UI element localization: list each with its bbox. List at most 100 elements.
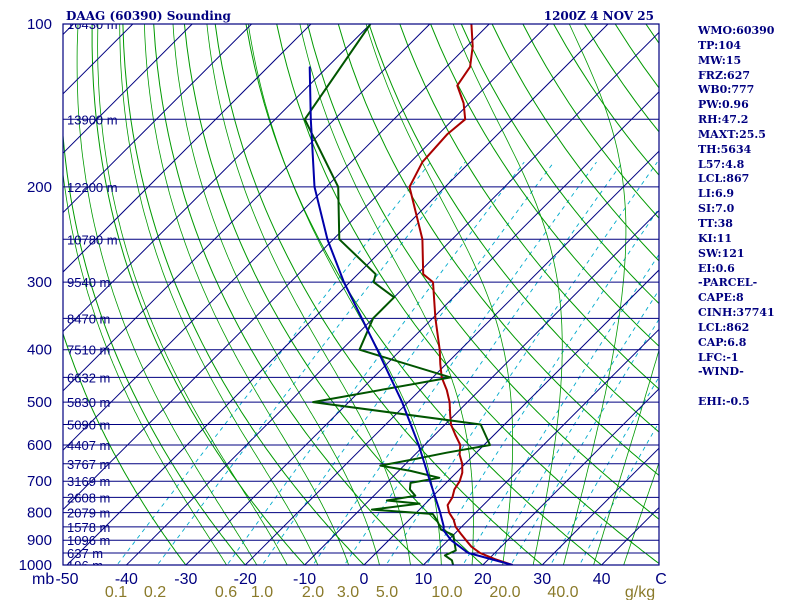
- isotherm-line: [63, 24, 490, 451]
- moist-adiabat-line: [97, 24, 288, 565]
- index-item: -PARCEL-: [698, 276, 758, 290]
- mixing-ratio-tick-label: 5.0: [376, 584, 398, 600]
- mixing-ratio-tick-label: 0.2: [144, 584, 166, 600]
- dewpoint-point: [446, 452, 448, 454]
- dewpoint-point: [386, 499, 388, 502]
- parcel-point: [429, 480, 431, 482]
- temperature-tick-label: 30: [533, 571, 551, 588]
- isotherm-line: [66, 24, 609, 565]
- parcel-point: [401, 401, 403, 403]
- height-label: 6632 m: [67, 370, 110, 385]
- dewpoint-point: [480, 423, 482, 426]
- temperature-point: [422, 273, 424, 275]
- height-label: 2079 m: [67, 506, 110, 521]
- dry-adiabat-line: [368, 24, 659, 433]
- mixing-ratio-tick-label: 0.6: [215, 584, 237, 600]
- dewpoint-point: [489, 444, 491, 446]
- parcel-point: [443, 526, 445, 528]
- dry-adiabat-line: [307, 24, 659, 520]
- pressure-unit-label: mb: [32, 571, 54, 588]
- height-label: 5830 m: [67, 395, 110, 410]
- mixing-ratio-line: [489, 289, 659, 565]
- temperature-tick-label: 40: [593, 571, 611, 588]
- height-label: 3767 m: [67, 457, 110, 472]
- dry-adiabat-line: [214, 24, 543, 565]
- dewpoint-point: [358, 349, 361, 351]
- index-item: EI:0.6: [698, 261, 735, 275]
- mixing-ratio-line: [226, 161, 525, 565]
- isotherm-line: [541, 447, 659, 565]
- dewpoint-point: [409, 488, 411, 490]
- temperature-point: [460, 533, 462, 535]
- moist-adiabat-line: [119, 24, 319, 565]
- mixing-ratio-tick-label: 3.0: [337, 584, 359, 600]
- temperature-tick-label: -20: [234, 571, 257, 588]
- height-label: 637 m: [67, 546, 103, 561]
- index-item: MW:15: [698, 53, 742, 67]
- height-label: 2608 m: [67, 490, 110, 505]
- height-label: 1578 m: [67, 520, 110, 535]
- mixing-ratio-line: [385, 161, 658, 565]
- isotherm-line: [126, 31, 659, 565]
- parcel-point: [309, 66, 311, 68]
- dewpoint-point: [453, 539, 455, 541]
- height-label: 3169 m: [67, 474, 110, 489]
- dewpoint-point: [414, 495, 416, 497]
- dewpoint-point: [455, 549, 457, 552]
- dry-adiabat-line: [491, 24, 659, 262]
- isotherm-line: [63, 24, 549, 511]
- temperature-point: [451, 496, 453, 498]
- index-item: FRZ:627: [698, 68, 751, 82]
- isotherm-line: [63, 24, 312, 273]
- temperature-point: [454, 434, 456, 436]
- isotherm-line: [0, 24, 14, 565]
- isotherm-line: [63, 24, 371, 333]
- profile-series: [303, 24, 514, 565]
- height-label: 1096 m: [67, 533, 110, 548]
- chart-title: DAAG (60390) Sounding: [66, 9, 232, 23]
- temperature-profile-line: [408, 24, 513, 565]
- dry-adiabat-line: [153, 24, 425, 565]
- index-item: WB0:777: [698, 83, 755, 97]
- dewpoint-point: [432, 513, 434, 515]
- temperature-tick-label: C: [655, 571, 667, 588]
- temperature-point: [455, 526, 457, 528]
- dewpoint-point: [375, 273, 377, 275]
- mixing-ratio-tick-label: 20.0: [489, 584, 520, 600]
- temperature-point: [434, 317, 436, 319]
- height-label: 9540 m: [67, 275, 110, 290]
- index-item: PW:0.96: [698, 98, 749, 112]
- moist-adiabat-line: [593, 348, 659, 565]
- mixing-ratio-lines: [116, 161, 659, 565]
- temperature-point: [461, 463, 463, 465]
- dewpoint-point: [338, 238, 340, 240]
- dewpoint-point: [304, 118, 306, 120]
- isobars: [63, 24, 659, 565]
- pressure-tick-label: 600: [27, 437, 52, 454]
- index-item: LFC:-1: [698, 350, 739, 364]
- temperature-point: [446, 133, 448, 135]
- temperature-point: [453, 519, 455, 521]
- temperature-point: [449, 401, 451, 403]
- index-item: KI:11: [698, 231, 733, 245]
- dry-adiabat-line: [245, 24, 603, 565]
- parcel-point: [450, 539, 452, 541]
- index-item: TP:104: [698, 38, 742, 52]
- dewpoint-point: [372, 317, 374, 319]
- temperature-point: [446, 389, 448, 391]
- mixing-ratio-tick-label: 0.1: [105, 584, 127, 600]
- index-item: WMO:60390: [698, 24, 775, 37]
- dewpoint-point: [444, 554, 446, 557]
- dewpoint-point: [312, 401, 314, 403]
- pressure-tick-label: 200: [27, 179, 52, 196]
- dry-adiabat-line: [63, 331, 187, 565]
- dewpoint-point: [371, 509, 373, 511]
- isotherm-line: [63, 24, 252, 214]
- parcel-point: [313, 186, 316, 188]
- temperature-point: [479, 552, 481, 554]
- mixing-ratio-line: [156, 161, 466, 565]
- index-item: MAXT:25.5: [698, 127, 766, 141]
- temperature-tick-label: -40: [115, 571, 138, 588]
- index-item: CINH:37741: [698, 306, 775, 320]
- temperature-point: [449, 413, 451, 415]
